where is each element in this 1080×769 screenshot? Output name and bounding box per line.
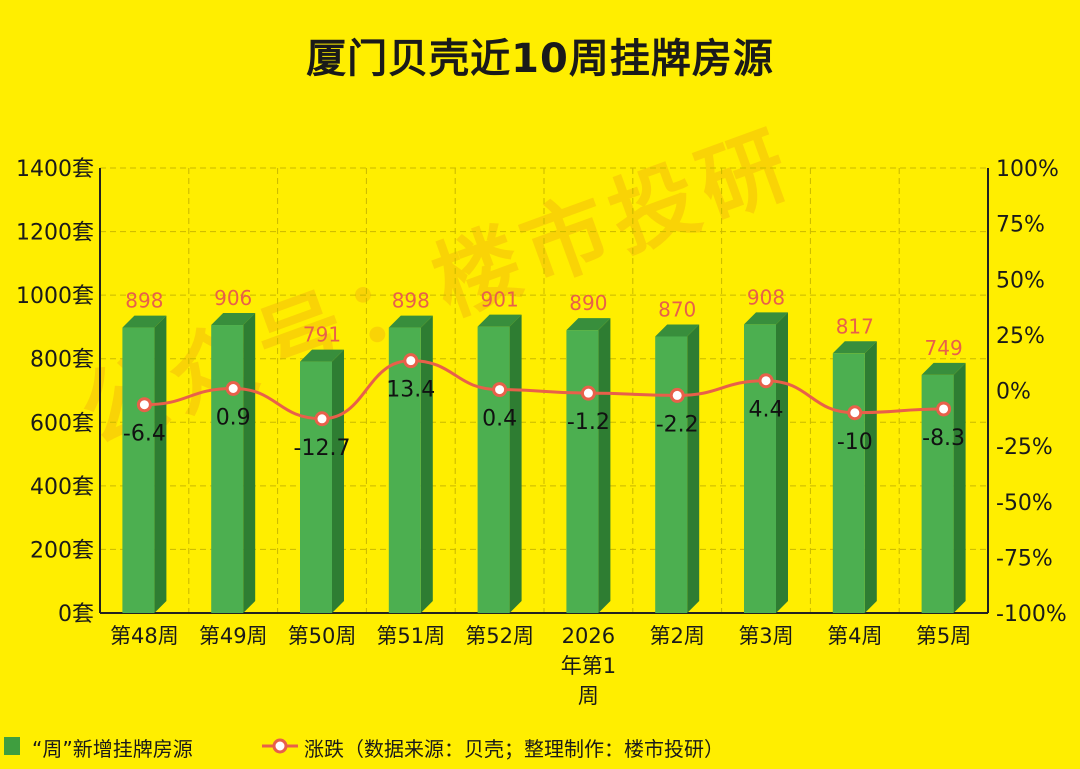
x-tick-label: 第51周 bbox=[376, 624, 445, 648]
bar-value-label: 791 bbox=[303, 323, 341, 347]
bar-value-label: 906 bbox=[214, 286, 252, 310]
y-left-tick-label: 1400套 bbox=[16, 157, 94, 182]
x-tick-label: 第3周 bbox=[738, 624, 793, 648]
y-right-tick-label: -100% bbox=[996, 602, 1067, 627]
line-point bbox=[580, 385, 596, 401]
bar bbox=[211, 325, 244, 613]
bar-value-label: 898 bbox=[125, 289, 163, 313]
bar-value-label: 901 bbox=[481, 288, 519, 312]
line-point bbox=[758, 373, 774, 389]
bar-side bbox=[953, 362, 966, 613]
y-left-tick-label: 1200套 bbox=[16, 221, 94, 246]
line-point bbox=[669, 387, 685, 403]
bar-value-label: 749 bbox=[925, 336, 963, 360]
line-value-label: 0.9 bbox=[216, 405, 251, 430]
chart-title: 厦门贝壳近10周挂牌房源 bbox=[306, 36, 774, 82]
y-right-tick-label: -50% bbox=[996, 491, 1053, 516]
bar-top bbox=[655, 324, 700, 337]
bar-side bbox=[332, 349, 344, 613]
y-left-tick-label: 800套 bbox=[30, 348, 94, 373]
line-value-label: -10 bbox=[837, 430, 873, 455]
y-right-tick-label: 50% bbox=[996, 268, 1045, 293]
line-value-label: -2.2 bbox=[656, 412, 699, 437]
bar-top bbox=[122, 315, 167, 328]
line-point bbox=[136, 397, 152, 413]
x-tick-label: 第48周 bbox=[110, 624, 179, 648]
line-value-label: 4.4 bbox=[749, 398, 784, 423]
bar-top bbox=[832, 341, 877, 354]
x-tick-label: 第50周 bbox=[288, 624, 357, 648]
line-point bbox=[225, 380, 241, 396]
line-value-label: -12.7 bbox=[294, 436, 351, 461]
bar-top bbox=[921, 362, 966, 375]
y-right-tick-label: 75% bbox=[996, 213, 1045, 238]
bar bbox=[566, 330, 599, 613]
line-value-label: -8.3 bbox=[922, 426, 965, 451]
bar-top bbox=[477, 314, 522, 327]
line-point bbox=[847, 405, 863, 421]
bar-side bbox=[687, 324, 700, 613]
series-line bbox=[144, 359, 944, 421]
bar-top bbox=[744, 312, 788, 325]
bar-side bbox=[598, 318, 611, 613]
x-tick-label: 第4周 bbox=[827, 624, 882, 648]
bar-top bbox=[300, 349, 344, 362]
y-left-tick-label: 0套 bbox=[58, 602, 94, 627]
line-value-label: -6.4 bbox=[123, 422, 166, 447]
line-point bbox=[492, 382, 508, 398]
bar-value-label: 817 bbox=[836, 314, 874, 338]
bar bbox=[477, 326, 510, 613]
bar bbox=[832, 353, 865, 613]
y-right-tick-label: -75% bbox=[996, 546, 1053, 571]
bar-value-label: 890 bbox=[569, 291, 607, 315]
bar bbox=[300, 361, 332, 613]
legend-bar-swatch bbox=[4, 737, 20, 755]
y-right-tick-label: 0% bbox=[996, 380, 1031, 405]
line-point bbox=[314, 411, 330, 427]
legend-bar-label: “周”新增挂牌房源 bbox=[32, 737, 193, 761]
line-point bbox=[936, 401, 952, 417]
bar-side bbox=[420, 315, 433, 613]
y-right-tick-label: 100% bbox=[996, 157, 1059, 182]
y-left-tick-label: 400套 bbox=[30, 475, 94, 500]
y-right-tick-label: -25% bbox=[996, 435, 1053, 460]
bar-top bbox=[388, 315, 433, 328]
y-right-tick-label: 25% bbox=[996, 324, 1045, 349]
bar-value-label: 870 bbox=[658, 297, 696, 321]
bar-side bbox=[243, 313, 256, 613]
bar-value-label: 908 bbox=[747, 285, 785, 309]
bar bbox=[655, 336, 688, 613]
bar-side bbox=[776, 312, 788, 613]
bar-top bbox=[211, 313, 256, 326]
x-tick-label: 周 bbox=[578, 684, 599, 708]
bar bbox=[388, 327, 421, 613]
bar-top bbox=[566, 318, 611, 331]
x-tick-label: 2026 bbox=[562, 624, 615, 648]
x-tick-label: 第2周 bbox=[650, 624, 705, 648]
bar-side bbox=[509, 314, 522, 613]
legend-line-swatch bbox=[262, 738, 298, 754]
line-value-label: -1.2 bbox=[567, 410, 610, 435]
x-tick-label: 第5周 bbox=[916, 624, 971, 648]
x-tick-label: 第52周 bbox=[465, 624, 534, 648]
x-tick-label: 第49周 bbox=[199, 624, 268, 648]
bar bbox=[744, 324, 776, 613]
bar-side bbox=[154, 315, 167, 613]
y-left-tick-label: 200套 bbox=[30, 538, 94, 563]
bar-value-label: 898 bbox=[392, 289, 430, 313]
line-value-label: 13.4 bbox=[386, 378, 435, 403]
y-left-tick-label: 1000套 bbox=[16, 284, 94, 309]
bar bbox=[122, 327, 155, 613]
x-tick-label: 年第1 bbox=[561, 654, 616, 678]
y-left-tick-label: 600套 bbox=[30, 411, 94, 436]
line-point bbox=[403, 353, 419, 369]
legend-line-label: 涨跌（数据来源：贝壳；整理制作：楼市投研） bbox=[304, 737, 724, 761]
line-value-label: 0.4 bbox=[482, 407, 517, 432]
bar-side bbox=[864, 341, 877, 613]
